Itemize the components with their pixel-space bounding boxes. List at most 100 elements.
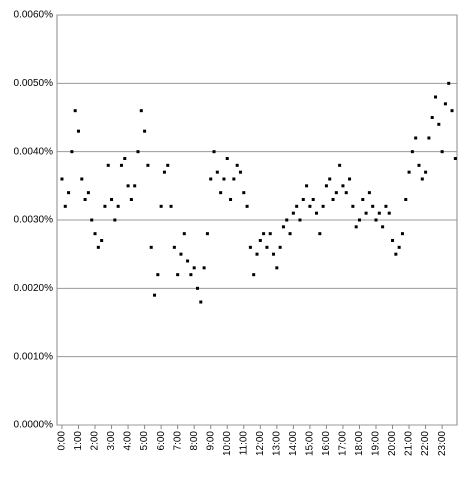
x-tick-label: 0:00 (57, 431, 68, 451)
point (242, 191, 246, 195)
point (288, 232, 292, 236)
x-tick-label: 12:00 (255, 431, 266, 456)
point (427, 136, 431, 140)
point (229, 198, 233, 201)
point (255, 252, 259, 256)
y-tick-label: 0.0030% (14, 215, 54, 226)
point (252, 273, 256, 277)
point (153, 293, 157, 297)
x-tick-label: 3:00 (106, 431, 117, 451)
point (424, 170, 428, 174)
point (100, 239, 104, 242)
x-tick-label: 2:00 (90, 431, 101, 451)
point (410, 150, 414, 154)
point (90, 218, 94, 222)
point (321, 204, 325, 208)
point (341, 184, 345, 188)
point (129, 198, 133, 201)
point (156, 273, 160, 277)
y-tick-label: 0.0050% (14, 78, 54, 89)
point (437, 122, 441, 126)
point (110, 198, 114, 201)
point (60, 177, 64, 181)
point (348, 177, 352, 181)
point (212, 150, 216, 154)
y-tick-label: 0.0000% (14, 420, 54, 431)
point (176, 273, 180, 277)
point (245, 204, 249, 208)
point (371, 204, 375, 208)
point (70, 150, 74, 154)
point (219, 191, 223, 195)
point (394, 252, 398, 256)
point (136, 150, 140, 154)
point (331, 198, 335, 201)
x-tick-label: 19:00 (371, 431, 382, 456)
point (258, 239, 262, 242)
point (298, 218, 302, 222)
point (116, 204, 120, 208)
point (308, 204, 312, 208)
point (162, 170, 166, 174)
point (301, 198, 305, 201)
y-tick-label: 0.0010% (14, 351, 54, 362)
point (268, 232, 272, 236)
point (361, 198, 365, 201)
point (291, 211, 295, 215)
point (377, 211, 381, 215)
point (275, 266, 279, 270)
point (414, 136, 418, 140)
point (182, 232, 186, 236)
point (262, 232, 266, 236)
x-tick-label: 14:00 (288, 431, 299, 456)
point (407, 170, 411, 174)
point (106, 163, 110, 167)
y-tick-label: 0.0040% (14, 146, 54, 157)
point (209, 177, 213, 181)
point (103, 204, 107, 208)
x-tick-label: 8:00 (189, 431, 200, 451)
point (397, 245, 401, 249)
point (83, 198, 87, 201)
x-tick-label: 1:00 (73, 431, 84, 451)
point (400, 232, 404, 236)
point (133, 184, 137, 188)
point (367, 191, 371, 195)
point (328, 177, 332, 181)
point (430, 116, 434, 119)
point (76, 129, 80, 133)
point (305, 184, 309, 188)
x-tick-label: 4:00 (123, 431, 134, 451)
point (166, 163, 170, 167)
point (86, 191, 90, 195)
point (278, 245, 282, 249)
y-tick-label: 0.0060% (14, 10, 54, 21)
point (281, 225, 285, 229)
x-tick-label: 9:00 (205, 431, 216, 451)
point (143, 129, 147, 133)
point (443, 102, 447, 106)
point (248, 245, 252, 249)
point (338, 163, 342, 167)
point (384, 204, 388, 208)
x-tick-label: 15:00 (305, 431, 316, 456)
x-tick-label: 18:00 (354, 431, 365, 456)
point (238, 170, 242, 174)
point (235, 163, 239, 167)
point (324, 184, 328, 188)
point (404, 198, 408, 201)
point (215, 170, 219, 174)
point (149, 245, 153, 249)
x-tick-label: 20:00 (387, 431, 398, 456)
y-tick-label: 0.0020% (14, 283, 54, 294)
point (315, 211, 319, 215)
point (381, 225, 385, 229)
x-tick-label: 11:00 (238, 431, 249, 456)
x-tick-label: 16:00 (321, 431, 332, 456)
x-tick-label: 7:00 (172, 431, 183, 451)
point (265, 245, 269, 249)
point (374, 218, 378, 222)
point (172, 245, 176, 249)
